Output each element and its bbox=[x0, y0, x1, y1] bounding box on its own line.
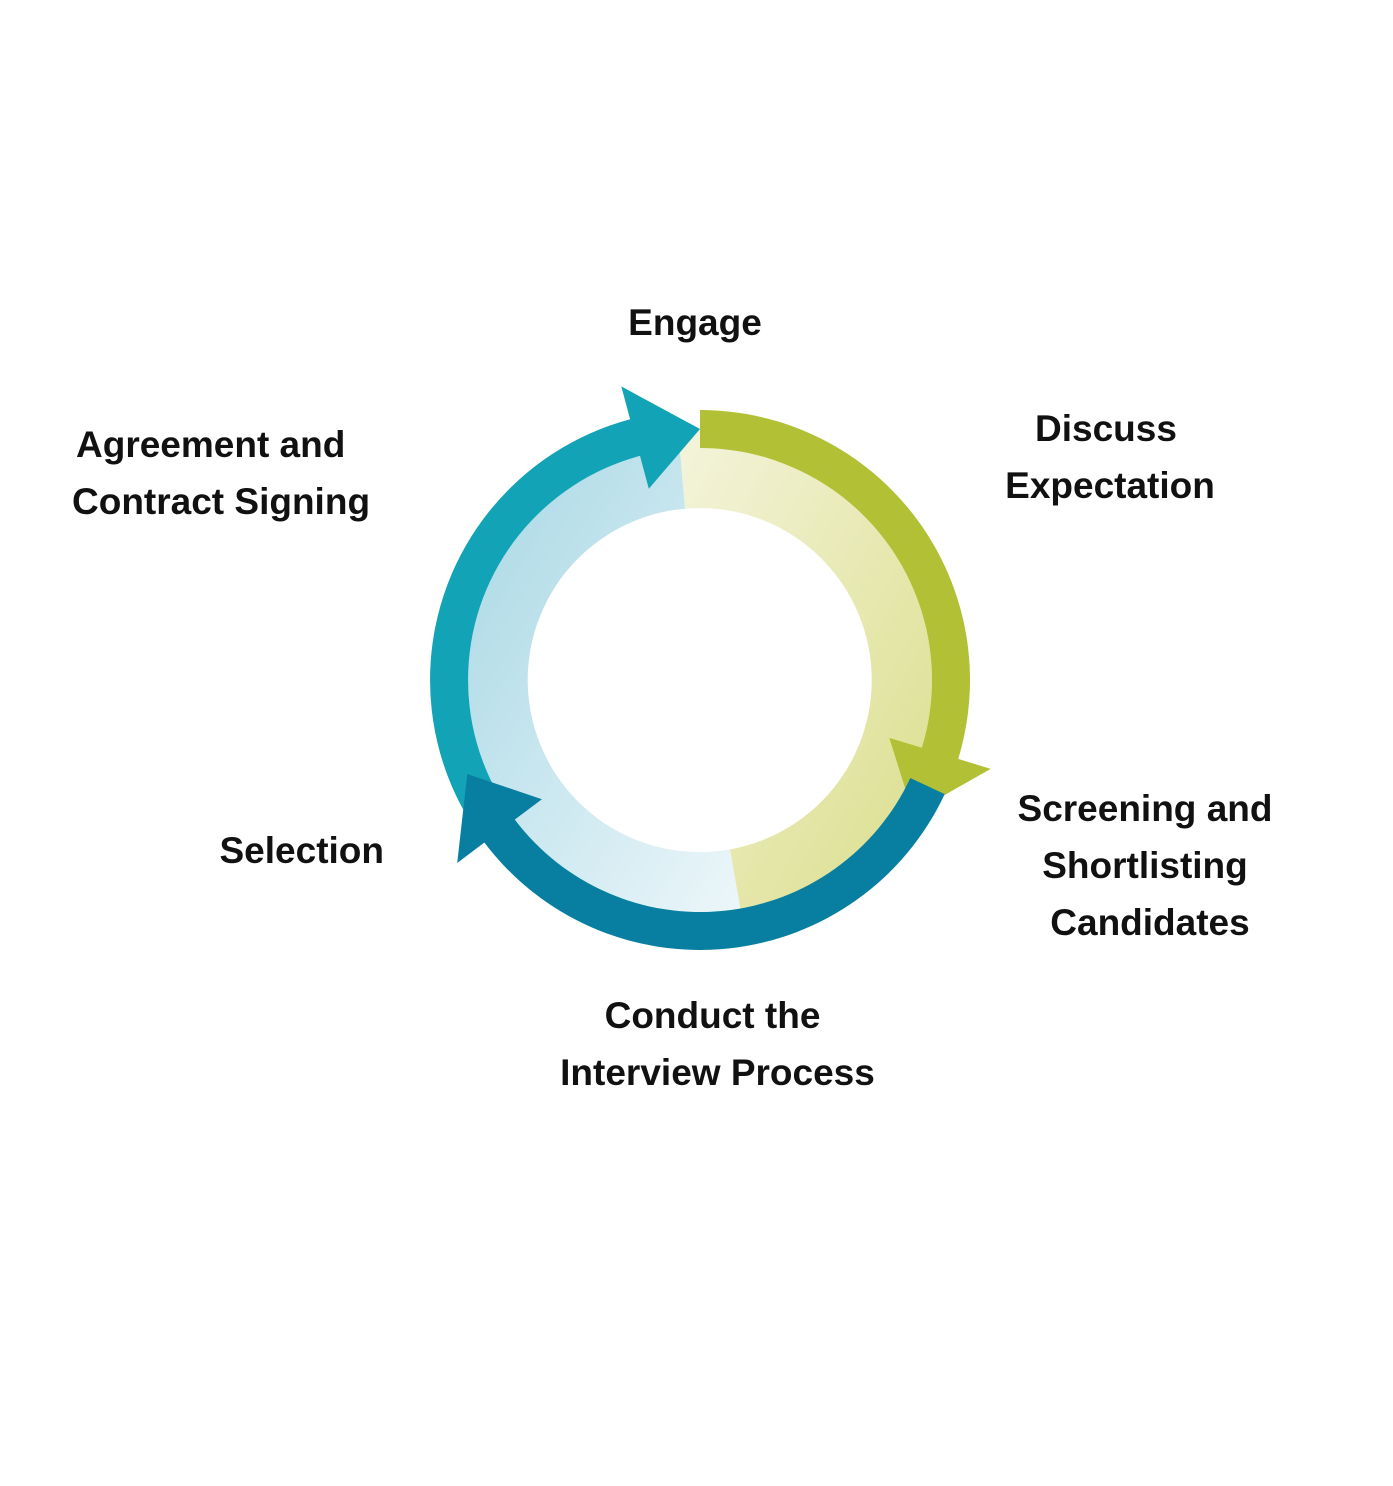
step-label-selection: Selection bbox=[170, 822, 385, 879]
step-label-agreement-contract: Agreement and Contract Signing bbox=[72, 416, 402, 530]
step-label-screening-shortlisting: Screening and Shortlisting Candidates bbox=[1003, 780, 1287, 951]
step-label-line: Conduct the bbox=[604, 995, 821, 1036]
step-label-line: Candidates bbox=[1050, 902, 1250, 943]
step-label-engage: Engage bbox=[595, 294, 795, 351]
step-label-line: Discuss bbox=[1035, 408, 1177, 449]
cycle-arrows bbox=[430, 386, 991, 950]
step-label-line: Contract Signing bbox=[72, 481, 371, 522]
step-label-line: Engage bbox=[628, 302, 762, 343]
step-label-conduct-interview: Conduct the Interview Process bbox=[545, 987, 890, 1101]
step-label-discuss-expectation: Discuss Expectation bbox=[990, 400, 1230, 514]
arrow-blue bbox=[457, 774, 945, 950]
step-label-line: Screening and bbox=[1017, 788, 1273, 829]
arrow-green bbox=[700, 410, 991, 813]
step-label-line: Selection bbox=[219, 830, 385, 871]
step-label-line: Agreement and bbox=[76, 424, 346, 465]
step-label-line: Expectation bbox=[1005, 465, 1215, 506]
inner-band-green bbox=[678, 430, 950, 927]
step-label-line: Interview Process bbox=[560, 1052, 875, 1093]
step-label-line: Shortlisting bbox=[1042, 845, 1248, 886]
